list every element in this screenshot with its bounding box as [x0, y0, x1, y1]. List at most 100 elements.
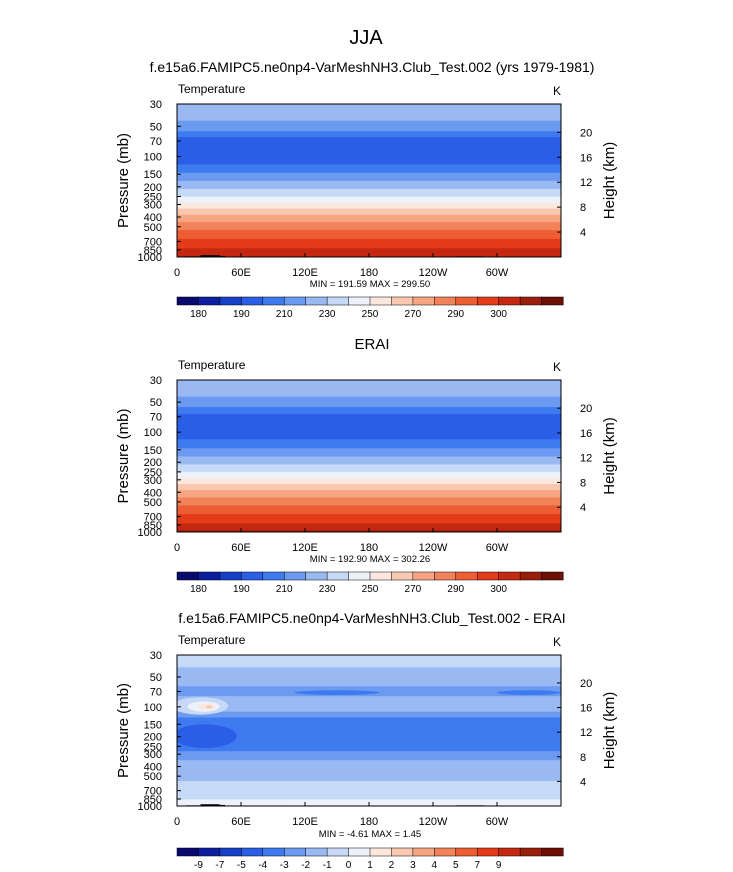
colorbar-swatch-7 [326, 571, 350, 581]
colorbar-swatch-13 [455, 571, 478, 581]
panel-title: f.e15a6.FAMIPC5.ne0np4-VarMeshNH3.Club_T… [150, 59, 595, 75]
colorbar-swatch-13 [455, 847, 478, 857]
contour-band-0 [177, 380, 561, 398]
colorbar-label-7: 300 [490, 309, 507, 320]
plot-area [177, 380, 561, 532]
colorbar-label-1: -7 [215, 860, 224, 871]
height-tick-label-1: 16 [580, 703, 592, 715]
y-tick-label-2: 70 [150, 686, 162, 698]
contour-band-16 [177, 523, 561, 531]
x-tick-label-0: 0 [174, 816, 180, 828]
colorbar-label-4: 250 [362, 309, 379, 320]
height-tick-label-0: 20 [580, 403, 592, 415]
colorbar-swatch-15 [498, 296, 521, 306]
x-tick-label-4: 120W [419, 267, 448, 279]
colorbar-swatch-5 [283, 571, 307, 581]
colorbar-swatch-10 [391, 571, 414, 581]
contour-blob-6 [497, 690, 561, 696]
colorbar-swatch-2 [219, 296, 242, 306]
y-tick-label-9: 500 [144, 222, 162, 234]
y-axis-title-right: Height (km) [601, 142, 618, 220]
colorbar-label-5: -2 [301, 860, 310, 871]
colorbar-swatch-13 [455, 296, 478, 306]
colorbar-swatch-3 [241, 571, 264, 581]
colorbar: -9 -7 -5 -4 -3 -2 -1 0 1 2 3 4 5 7 9 [176, 847, 564, 871]
contour-blob-4 [177, 724, 237, 748]
panel-title: f.e15a6.FAMIPC5.ne0np4-VarMeshNH3.Club_T… [178, 610, 565, 626]
contour-band-13 [177, 497, 561, 506]
contour-band-8 [177, 781, 561, 800]
units-label: K [553, 635, 561, 649]
colorbar-label-3: -4 [258, 860, 267, 871]
colorbar-label-3: 230 [319, 584, 336, 595]
y-tick-label-7: 300 [144, 475, 162, 487]
colorbar-label-1: 190 [233, 309, 250, 320]
contour-band-5 [177, 172, 561, 182]
y-tick-label-6: 250 [144, 192, 162, 204]
chart-panel-1: f.e15a6.FAMIPC5.ne0np4-VarMeshNH3.Club_T… [115, 59, 618, 320]
x-tick-label-0: 0 [174, 267, 180, 279]
topography-block-1 [200, 804, 220, 806]
chart-panel-3: f.e15a6.FAMIPC5.ne0np4-VarMeshNH3.Club_T… [115, 610, 618, 871]
y-tick-label-7: 300 [144, 199, 162, 211]
contour-band-8 [177, 464, 561, 473]
contour-band-4 [177, 425, 561, 440]
colorbar-swatch-2 [219, 571, 242, 581]
height-tick-label-3: 8 [580, 752, 586, 764]
variable-label: Temperature [178, 633, 246, 647]
x-tick-label-2: 120E [292, 542, 318, 554]
colorbar-label-3: 230 [319, 309, 336, 320]
contour-band-4 [177, 711, 561, 718]
y-tick-label-3: 100 [144, 152, 162, 164]
colorbar-swatch-1 [198, 296, 221, 306]
height-tick-label-1: 16 [580, 428, 592, 440]
height-tick-label-0: 20 [580, 127, 592, 139]
variable-label: Temperature [178, 358, 246, 372]
height-tick-label-2: 12 [580, 177, 592, 189]
colorbar-swatch-6 [305, 847, 328, 857]
height-tick-label-3: 8 [580, 477, 586, 489]
colorbar-swatch-9 [369, 296, 392, 306]
height-tick-label-4: 4 [580, 502, 586, 514]
y-tick-label-5: 200 [144, 732, 162, 744]
colorbar-swatch-4 [262, 847, 285, 857]
colorbar-label-6: 290 [447, 584, 464, 595]
contour-band-3 [177, 696, 561, 713]
height-tick-label-4: 4 [580, 227, 586, 239]
x-tick-label-3: 180 [360, 542, 378, 554]
contour-band-4 [177, 164, 561, 174]
contour-band-9 [177, 471, 561, 479]
x-tick-label-5: 60W [486, 267, 509, 279]
colorbar-swatch-0 [176, 571, 199, 581]
y-tick-label-3: 100 [144, 702, 162, 714]
height-tick-label-4: 4 [580, 776, 586, 788]
contour-band-5 [177, 717, 561, 752]
colorbar: 180 190 210 230 250 270 290 300 [176, 571, 564, 595]
y-tick-label-4: 150 [144, 445, 162, 457]
y-tick-label-3: 100 [144, 427, 162, 439]
colorbar-swatch-0 [176, 296, 199, 306]
y-axis-title-right: Height (km) [601, 417, 618, 495]
colorbar-swatch-7 [326, 847, 350, 857]
contour-band-10 [177, 478, 561, 485]
topography-block-2 [219, 255, 225, 257]
units-label: K [553, 360, 561, 374]
colorbar-swatch-17 [541, 571, 564, 581]
colorbar-swatch-11 [412, 296, 435, 306]
colorbar-swatch-8 [348, 571, 371, 581]
contour-band-7 [177, 188, 561, 197]
colorbar-swatch-1 [198, 847, 221, 857]
y-axis-title: Pressure (mb) [115, 133, 132, 228]
colorbar-swatch-16 [519, 296, 543, 306]
height-tick-label-1: 16 [580, 152, 592, 164]
colorbar-label-0: 180 [190, 309, 207, 320]
x-tick-label-0: 0 [174, 542, 180, 554]
y-tick-label-0: 30 [150, 375, 162, 387]
colorbar-swatch-15 [498, 571, 521, 581]
contour-band-1 [177, 396, 561, 408]
contour-band-6 [177, 751, 561, 761]
colorbar-swatch-0 [176, 847, 199, 857]
contour-band-7 [177, 760, 561, 782]
colorbar-swatch-11 [412, 847, 435, 857]
